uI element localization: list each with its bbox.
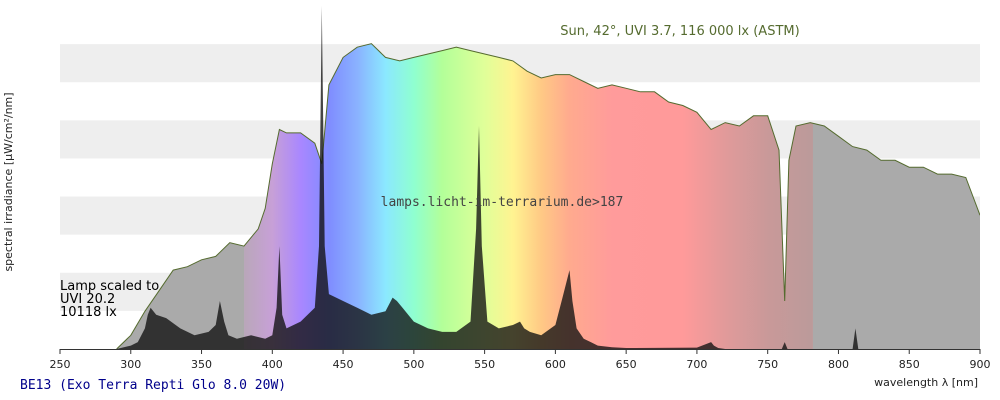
x-tick-label: 750 [757,358,778,371]
x-tick-label: 650 [616,358,637,371]
x-tick-label: 550 [474,358,495,371]
lamp-label: Lamp scaled to UVI 20.2 10118 lx [60,279,159,320]
watermark-text: lamps.licht-im-terrarium.de>187 [381,195,624,210]
x-tick-label: 850 [899,358,920,371]
lamp-label-line-3: 10118 lx [60,305,117,320]
x-tick-label: 400 [262,358,283,371]
x-tick-label: 600 [545,358,566,371]
sun-spectrum-line [116,43,980,349]
x-tick-label: 350 [191,358,212,371]
lamp-label-line-1: Lamp scaled to [60,279,159,294]
x-tick-label: 500 [403,358,424,371]
x-tick-label: 250 [50,358,71,371]
x-tick-label: 800 [828,358,849,371]
lamp-label-line-2: UVI 20.2 [60,292,115,307]
lamp-caption: BE13 (Exo Terra Repti Glo 8.0 20W) [20,378,286,393]
x-tick-label: 300 [120,358,141,371]
x-tick-label: 700 [686,358,707,371]
y-axis-label: spectral irradiance [µW/cm²/nm] [2,92,15,271]
x-axis: 250 300 350 400 450 500 550 600 650 700 750 800 850 9… [50,349,991,371]
x-tick-label: 450 [333,358,354,371]
x-axis-label: wavelength λ [nm] [874,376,978,389]
x-tick-label: 900 [970,358,991,371]
sun-label: Sun, 42°, UVI 3.7, 116 000 lx (ASTM) [560,24,799,39]
